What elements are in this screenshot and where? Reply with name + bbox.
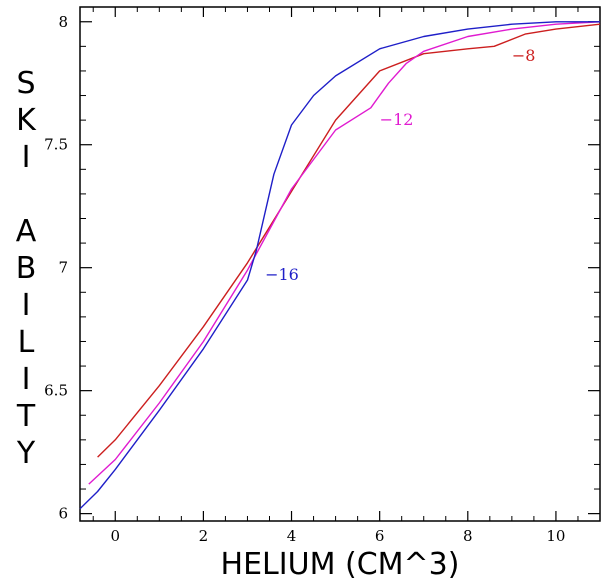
y-label-letter: I [22,362,31,397]
x-tick-label-0: 0 [110,527,120,545]
x-tick-label-4: 8 [463,527,473,545]
y-label-letter: S [16,66,35,101]
y-label-letter: Y [16,436,36,471]
y-tick-label-1: 6.5 [44,382,68,400]
y-tick-label-0: 6 [58,505,68,523]
series-label--12: −12 [380,110,414,129]
y-label-letter: I [22,140,31,175]
series-label--8: −8 [512,46,536,65]
series-line--12 [88,21,601,485]
x-axis-label: HELIUM (CM^3) [221,547,460,582]
x-tick-label-5: 10 [546,527,565,545]
series-line--8 [97,23,601,458]
series-group: −8 −12 −16 [79,21,601,510]
y-label-letter: B [16,251,37,286]
y-label-letter: L [18,325,35,360]
y-label-letter: K [16,103,37,138]
x-tick-label-3: 6 [375,527,385,545]
y-tick-label-2: 7 [58,259,68,277]
y-tick-label-4: 8 [58,13,68,31]
y-label-letter: I [22,288,31,323]
plot-frame [79,6,601,522]
y-axis-ticks: 6 6.5 7 7.5 8 [44,13,600,523]
x-tick-label-2: 4 [287,527,297,545]
y-label-letter: A [16,214,37,249]
x-tick-label-1: 2 [199,527,209,545]
y-tick-label-3: 7.5 [44,136,68,154]
series-label--16: −16 [265,265,299,284]
series-line--16 [79,21,600,510]
y-label-letter: T [16,399,36,434]
x-axis-ticks: 0 2 4 6 8 10 [92,7,601,545]
